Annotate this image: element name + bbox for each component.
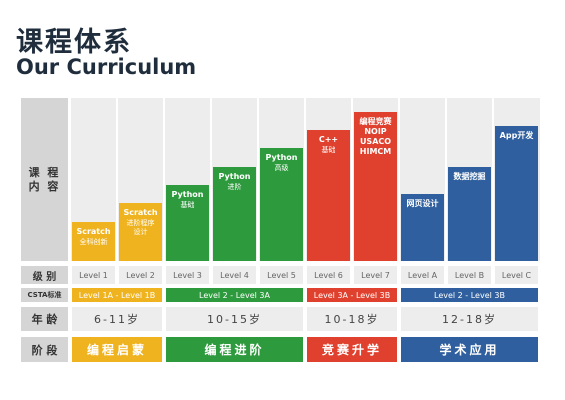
level-cell: Level C xyxy=(495,266,538,284)
course-bar: C++ 基础 xyxy=(307,130,350,261)
row-label-stage: 阶 段 xyxy=(21,337,68,362)
course-title: Python xyxy=(218,172,251,181)
course-title: 编程竞赛 NOIP USACO HIMCM xyxy=(359,117,392,156)
column-divider xyxy=(304,98,306,261)
course-title: Scratch xyxy=(123,208,158,217)
page-title-cn: 课程体系 xyxy=(16,27,132,58)
course-bar: 数据挖掘 xyxy=(448,167,491,261)
level-cell: Level 5 xyxy=(260,266,303,284)
level-cell: Level 2 xyxy=(119,266,162,284)
course-bar: Scratch 进阶程序 设计 xyxy=(119,203,162,261)
course-title: Python xyxy=(265,153,298,162)
column-divider xyxy=(116,98,118,261)
level-cell: Level 3 xyxy=(166,266,209,284)
column-divider xyxy=(492,98,494,261)
course-bar: Scratch 全科创新 xyxy=(72,222,115,261)
course-bar: Python 进阶 xyxy=(213,167,256,261)
stage-cell: 竞赛升学 xyxy=(307,337,397,362)
course-subtitle: 高级 xyxy=(274,164,289,172)
column-divider xyxy=(398,98,400,261)
course-subtitle: 进阶 xyxy=(227,183,242,191)
course-subtitle: 全科创新 xyxy=(79,238,108,246)
course-title: Python xyxy=(171,190,204,199)
csta-standard-cell: Level 2 - Level 3A xyxy=(166,288,303,302)
page-title-en: Our Curriculum xyxy=(16,55,197,79)
level-cell: Level A xyxy=(401,266,444,284)
level-cell: Level 6 xyxy=(307,266,350,284)
age-range-cell: 12-18岁 xyxy=(401,307,538,331)
stage-cell: 编程启蒙 xyxy=(72,337,162,362)
column-divider xyxy=(257,98,259,261)
row-label-csta: CSTA标准 xyxy=(21,288,68,302)
level-cell: Level 7 xyxy=(354,266,397,284)
course-title: Scratch xyxy=(76,227,111,236)
age-range-cell: 6-11岁 xyxy=(72,307,162,331)
age-range-cell: 10-18岁 xyxy=(307,307,397,331)
course-bar: App开发 xyxy=(495,126,538,261)
column-divider xyxy=(445,98,447,261)
row-label-content: 课 程 内 容 xyxy=(21,98,68,261)
stage-cell: 编程进阶 xyxy=(166,337,303,362)
course-bar: 编程竞赛 NOIP USACO HIMCM xyxy=(354,112,397,261)
course-subtitle: 基础 xyxy=(321,146,336,154)
course-subtitle: 进阶程序 设计 xyxy=(126,219,155,236)
stage-cell: 学术应用 xyxy=(401,337,538,362)
column-divider xyxy=(210,98,212,261)
level-cell: Level 4 xyxy=(213,266,256,284)
age-range-cell: 10-15岁 xyxy=(166,307,303,331)
course-subtitle: 基础 xyxy=(180,201,195,209)
course-bar: Python 高级 xyxy=(260,148,303,261)
csta-standard-cell: Level 2 - Level 3B xyxy=(401,288,538,302)
csta-standard-cell: Level 1A - Level 1B xyxy=(72,288,162,302)
row-label-level: 级 别 xyxy=(21,266,68,284)
course-title: 数据挖掘 xyxy=(453,172,486,181)
course-title: C++ xyxy=(318,135,339,144)
column-divider xyxy=(351,98,353,261)
course-bar: Python 基础 xyxy=(166,185,209,261)
level-cell: Level 1 xyxy=(72,266,115,284)
row-label-age: 年 龄 xyxy=(21,307,68,331)
course-bar: 网页设计 xyxy=(401,194,444,261)
level-cell: Level B xyxy=(448,266,491,284)
course-title: App开发 xyxy=(499,131,534,140)
course-title: 网页设计 xyxy=(406,199,439,208)
column-divider xyxy=(163,98,165,261)
csta-standard-cell: Level 3A - Level 3B xyxy=(307,288,397,302)
